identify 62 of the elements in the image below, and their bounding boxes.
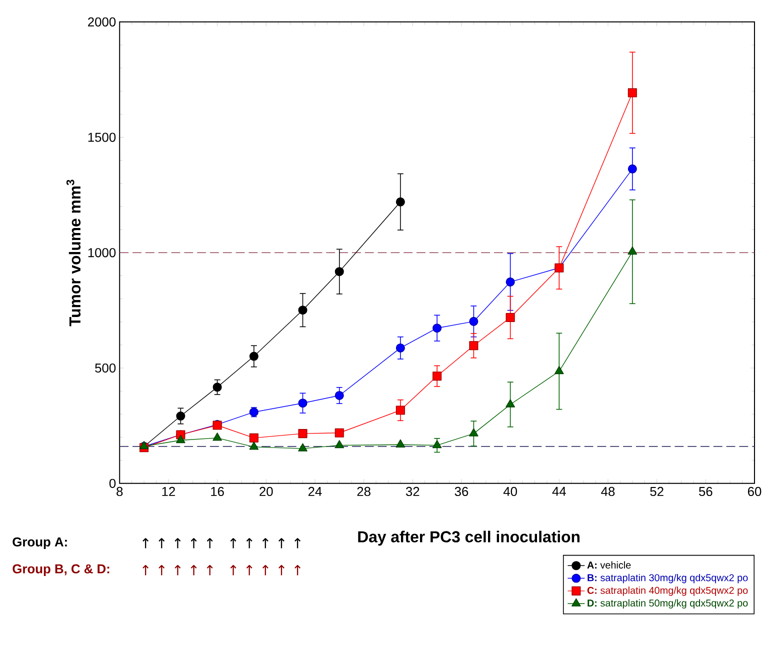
point xyxy=(469,341,478,350)
y-tick-label: 2000 xyxy=(88,17,116,27)
text: Group B, C & D: xyxy=(12,564,110,576)
point xyxy=(554,366,564,374)
legend-label: D: satraplatin 50mg/kg qdx5qwx2 po xyxy=(588,599,748,609)
point xyxy=(628,164,637,174)
x-tick-label: 44 xyxy=(552,486,566,496)
text: ↑ ↑ ↑ ↑ ↑ xyxy=(230,565,301,576)
point xyxy=(334,440,344,448)
y-tick-label: 0 xyxy=(109,478,116,488)
point xyxy=(432,372,442,381)
point xyxy=(506,278,515,287)
x-tick-label: 8 xyxy=(116,486,123,496)
point xyxy=(176,412,186,421)
x-tick-label: 52 xyxy=(650,486,664,496)
text: ↑ ↑ ↑ ↑ ↑ xyxy=(230,538,301,548)
text: ↑ ↑ ↑ ↑ ↑ xyxy=(142,538,213,548)
point xyxy=(334,391,344,400)
x-tick-label: 32 xyxy=(406,486,420,496)
point xyxy=(249,442,259,450)
x-tick-label: 40 xyxy=(503,486,517,496)
point xyxy=(396,344,405,353)
x-tick-label: 36 xyxy=(454,486,468,496)
point xyxy=(176,435,186,444)
x-tick-label: 16 xyxy=(211,486,224,496)
point xyxy=(212,382,222,392)
point xyxy=(506,313,515,322)
point xyxy=(469,428,478,436)
point xyxy=(396,197,405,206)
x-tick-label: 24 xyxy=(308,486,322,496)
point xyxy=(469,316,478,326)
y-tick-label: 500 xyxy=(95,364,116,373)
y-axis-title: Tumor volume mm$^{3}$ xyxy=(66,180,81,326)
text: Group A: xyxy=(12,537,67,550)
y-tick-label: 1000 xyxy=(88,248,116,258)
x-axis-title: Day after PC3 cell inoculation xyxy=(358,530,580,546)
point xyxy=(432,324,442,333)
point xyxy=(212,432,222,441)
point xyxy=(396,406,405,415)
legend-label: C: satraplatin 40mg/kg qdx5qwx2 po xyxy=(587,586,748,596)
x-tick-label: 28 xyxy=(357,486,370,496)
point xyxy=(298,443,308,452)
point xyxy=(396,439,406,448)
legend-label: A: vehicle xyxy=(587,561,631,569)
x-tick-label: 20 xyxy=(260,486,273,496)
point xyxy=(334,267,344,276)
point xyxy=(628,246,638,255)
y-tick-label: 1500 xyxy=(88,132,116,142)
x-tick-label: 60 xyxy=(748,486,762,496)
point xyxy=(628,88,637,98)
x-tick-label: 12 xyxy=(162,486,175,496)
x-tick-label: 48 xyxy=(601,486,615,496)
point xyxy=(298,429,308,438)
text: ↑ ↑ ↑ ↑ ↑ xyxy=(142,565,213,576)
point xyxy=(249,433,258,443)
point xyxy=(298,398,308,408)
point xyxy=(249,352,258,361)
legend-label: B: satraplatin 30mg/kg qdx5qwx2 po xyxy=(588,574,748,584)
point xyxy=(334,428,344,438)
x-tick-label: 56 xyxy=(699,486,712,496)
point xyxy=(506,399,515,408)
point xyxy=(298,306,308,315)
